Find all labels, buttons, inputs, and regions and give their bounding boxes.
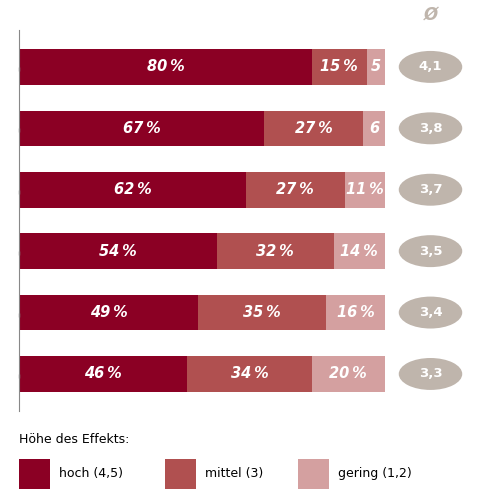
Ellipse shape [398,51,461,83]
Bar [311,356,384,392]
Text: 32 %: 32 % [256,243,293,259]
Text: 67 %: 67 % [122,121,160,136]
Bar [19,295,198,330]
Text: 16 %: 16 % [336,305,373,320]
Text: 49 %: 49 % [90,305,127,320]
Ellipse shape [398,112,461,144]
Text: 14 %: 14 % [340,243,377,259]
Ellipse shape [398,358,461,390]
Bar [19,49,311,85]
Bar [311,49,366,85]
FancyBboxPatch shape [298,458,328,489]
Text: mittel (3): mittel (3) [204,467,263,480]
Bar [19,233,216,269]
Text: 5: 5 [370,60,380,75]
Text: 27 %: 27 % [276,182,313,197]
Bar [216,233,333,269]
Bar [19,356,187,392]
Bar [333,233,384,269]
Ellipse shape [398,297,461,329]
Text: 3,5: 3,5 [418,244,441,258]
Text: 15 %: 15 % [320,60,357,75]
Text: Ø: Ø [422,6,437,24]
FancyBboxPatch shape [165,458,196,489]
Bar [245,172,344,207]
Bar [344,172,384,207]
Bar [264,111,362,146]
Text: Höhe des Effekts:: Höhe des Effekts: [19,433,129,446]
Text: hoch (4,5): hoch (4,5) [59,467,123,480]
Bar [187,356,311,392]
Text: 35 %: 35 % [243,305,281,320]
Ellipse shape [398,174,461,206]
Text: 3,8: 3,8 [418,122,442,135]
Text: 80 %: 80 % [146,60,184,75]
Bar [19,111,264,146]
FancyBboxPatch shape [19,458,50,489]
Text: 3,3: 3,3 [418,367,442,380]
Ellipse shape [398,235,461,267]
Text: 54 %: 54 % [99,243,136,259]
Text: 27 %: 27 % [294,121,332,136]
Text: 6: 6 [368,121,378,136]
Bar [198,295,325,330]
Text: 46 %: 46 % [84,366,122,381]
Bar [362,111,384,146]
Text: 34 %: 34 % [230,366,268,381]
Text: 62 %: 62 % [113,182,151,197]
Text: 3,4: 3,4 [418,306,442,319]
Text: 20 %: 20 % [329,366,366,381]
Text: 4,1: 4,1 [418,61,441,74]
Text: 3,7: 3,7 [418,183,441,196]
Bar [366,49,384,85]
Text: gering (1,2): gering (1,2) [337,467,411,480]
Bar [325,295,384,330]
Bar [19,172,245,207]
Text: 11 %: 11 % [345,182,383,197]
